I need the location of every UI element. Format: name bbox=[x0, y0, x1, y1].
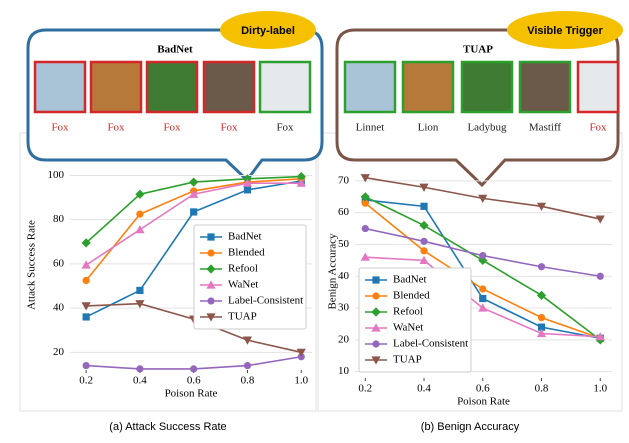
legend-label: Refool bbox=[228, 263, 258, 275]
marker bbox=[420, 247, 427, 254]
x-axis-label: Poison Rate bbox=[457, 396, 510, 408]
y-tick-label: 50 bbox=[338, 238, 350, 250]
y-axis-label: Benign Accuracy bbox=[327, 233, 339, 310]
legend-label: Blended bbox=[228, 247, 265, 259]
thumbnail bbox=[403, 62, 453, 112]
legend-label: Refool bbox=[393, 306, 423, 318]
thumbnail-label: Fox bbox=[163, 122, 181, 134]
x-tick-label: 1.0 bbox=[294, 375, 308, 387]
marker bbox=[207, 249, 214, 256]
y-tick-label: 100 bbox=[48, 169, 65, 181]
thumbnail bbox=[260, 62, 310, 112]
x-tick-label: 0.8 bbox=[241, 375, 255, 387]
marker bbox=[479, 285, 486, 292]
thumbnail bbox=[91, 62, 141, 112]
marker bbox=[190, 208, 197, 215]
thumbnail-label: Ladybug bbox=[467, 122, 507, 134]
callout-title: TUAP bbox=[463, 44, 493, 56]
legend-label: BadNet bbox=[393, 274, 427, 286]
marker bbox=[538, 314, 545, 321]
badge-text: Dirty-label bbox=[241, 25, 295, 37]
callout-title: BadNet bbox=[157, 44, 193, 56]
thumbnail bbox=[578, 62, 618, 112]
thumbnail-label: Lion bbox=[418, 122, 439, 134]
y-tick-label: 20 bbox=[53, 346, 65, 358]
marker bbox=[83, 313, 90, 320]
x-tick-label: 0.6 bbox=[187, 375, 201, 387]
legend-label: WaNet bbox=[228, 279, 258, 291]
marker bbox=[136, 287, 143, 294]
thumbnail bbox=[204, 62, 254, 112]
marker bbox=[479, 295, 486, 302]
marker bbox=[372, 292, 379, 299]
x-tick-label: 1.0 bbox=[593, 383, 607, 395]
y-tick-label: 40 bbox=[338, 270, 350, 282]
marker bbox=[207, 297, 214, 304]
marker bbox=[597, 273, 604, 280]
y-tick-label: 60 bbox=[338, 206, 350, 218]
x-tick-label: 0.4 bbox=[133, 375, 147, 387]
legend-label: Label-Consistent bbox=[228, 295, 303, 307]
marker bbox=[362, 225, 369, 232]
y-tick-label: 10 bbox=[338, 365, 350, 377]
x-axis-label: Poison Rate bbox=[165, 388, 218, 400]
legend-label: TUAP bbox=[393, 354, 422, 366]
thumbnail bbox=[520, 62, 570, 112]
y-tick-label: 30 bbox=[338, 302, 350, 314]
thumbnail-label: Mastiff bbox=[529, 122, 562, 134]
marker bbox=[83, 362, 90, 369]
x-tick-label: 0.2 bbox=[79, 375, 93, 387]
caption: (b) Benign Accuracy bbox=[421, 421, 520, 433]
x-tick-label: 0.4 bbox=[417, 383, 431, 395]
y-tick-label: 70 bbox=[338, 174, 350, 186]
marker bbox=[244, 186, 251, 193]
legend-label: WaNet bbox=[393, 322, 423, 334]
figure: BadNet Dirty-label TUAP Visible Trigger … bbox=[0, 0, 629, 443]
thumbnail-label: Linnet bbox=[356, 122, 385, 134]
x-tick-label: 0.6 bbox=[476, 383, 490, 395]
y-tick-label: 40 bbox=[53, 302, 65, 314]
marker bbox=[479, 252, 486, 259]
marker bbox=[83, 277, 90, 284]
marker bbox=[538, 263, 545, 270]
caption: (a) Attack Success Rate bbox=[109, 421, 226, 433]
thumbnail bbox=[462, 62, 512, 112]
marker bbox=[372, 276, 379, 283]
legend-label: Label-Consistent bbox=[393, 338, 468, 350]
thumbnail-label: Fox bbox=[589, 122, 607, 134]
marker bbox=[420, 238, 427, 245]
legend-label: Blended bbox=[393, 290, 430, 302]
badge-text: Visible Trigger bbox=[527, 25, 603, 37]
marker bbox=[136, 365, 143, 372]
marker bbox=[136, 211, 143, 218]
y-tick-label: 20 bbox=[338, 333, 350, 345]
y-tick-label: 60 bbox=[53, 257, 65, 269]
marker bbox=[190, 365, 197, 372]
x-tick-label: 0.2 bbox=[358, 383, 372, 395]
y-axis-label: Attack Success Rate bbox=[26, 220, 38, 310]
marker bbox=[420, 203, 427, 210]
thumbnail bbox=[345, 62, 395, 112]
thumbnail-label: Fox bbox=[220, 122, 238, 134]
marker bbox=[372, 340, 379, 347]
thumbnail-label: Fox bbox=[276, 122, 294, 134]
legend-label: TUAP bbox=[228, 311, 257, 323]
thumbnail-label: Fox bbox=[51, 122, 69, 134]
thumbnail bbox=[147, 62, 197, 112]
x-tick-label: 0.8 bbox=[535, 383, 549, 395]
marker bbox=[244, 362, 251, 369]
marker bbox=[207, 233, 214, 240]
thumbnail-label: Fox bbox=[107, 122, 125, 134]
thumbnail bbox=[35, 62, 85, 112]
y-tick-label: 80 bbox=[53, 213, 65, 225]
legend-label: BadNet bbox=[228, 231, 262, 243]
